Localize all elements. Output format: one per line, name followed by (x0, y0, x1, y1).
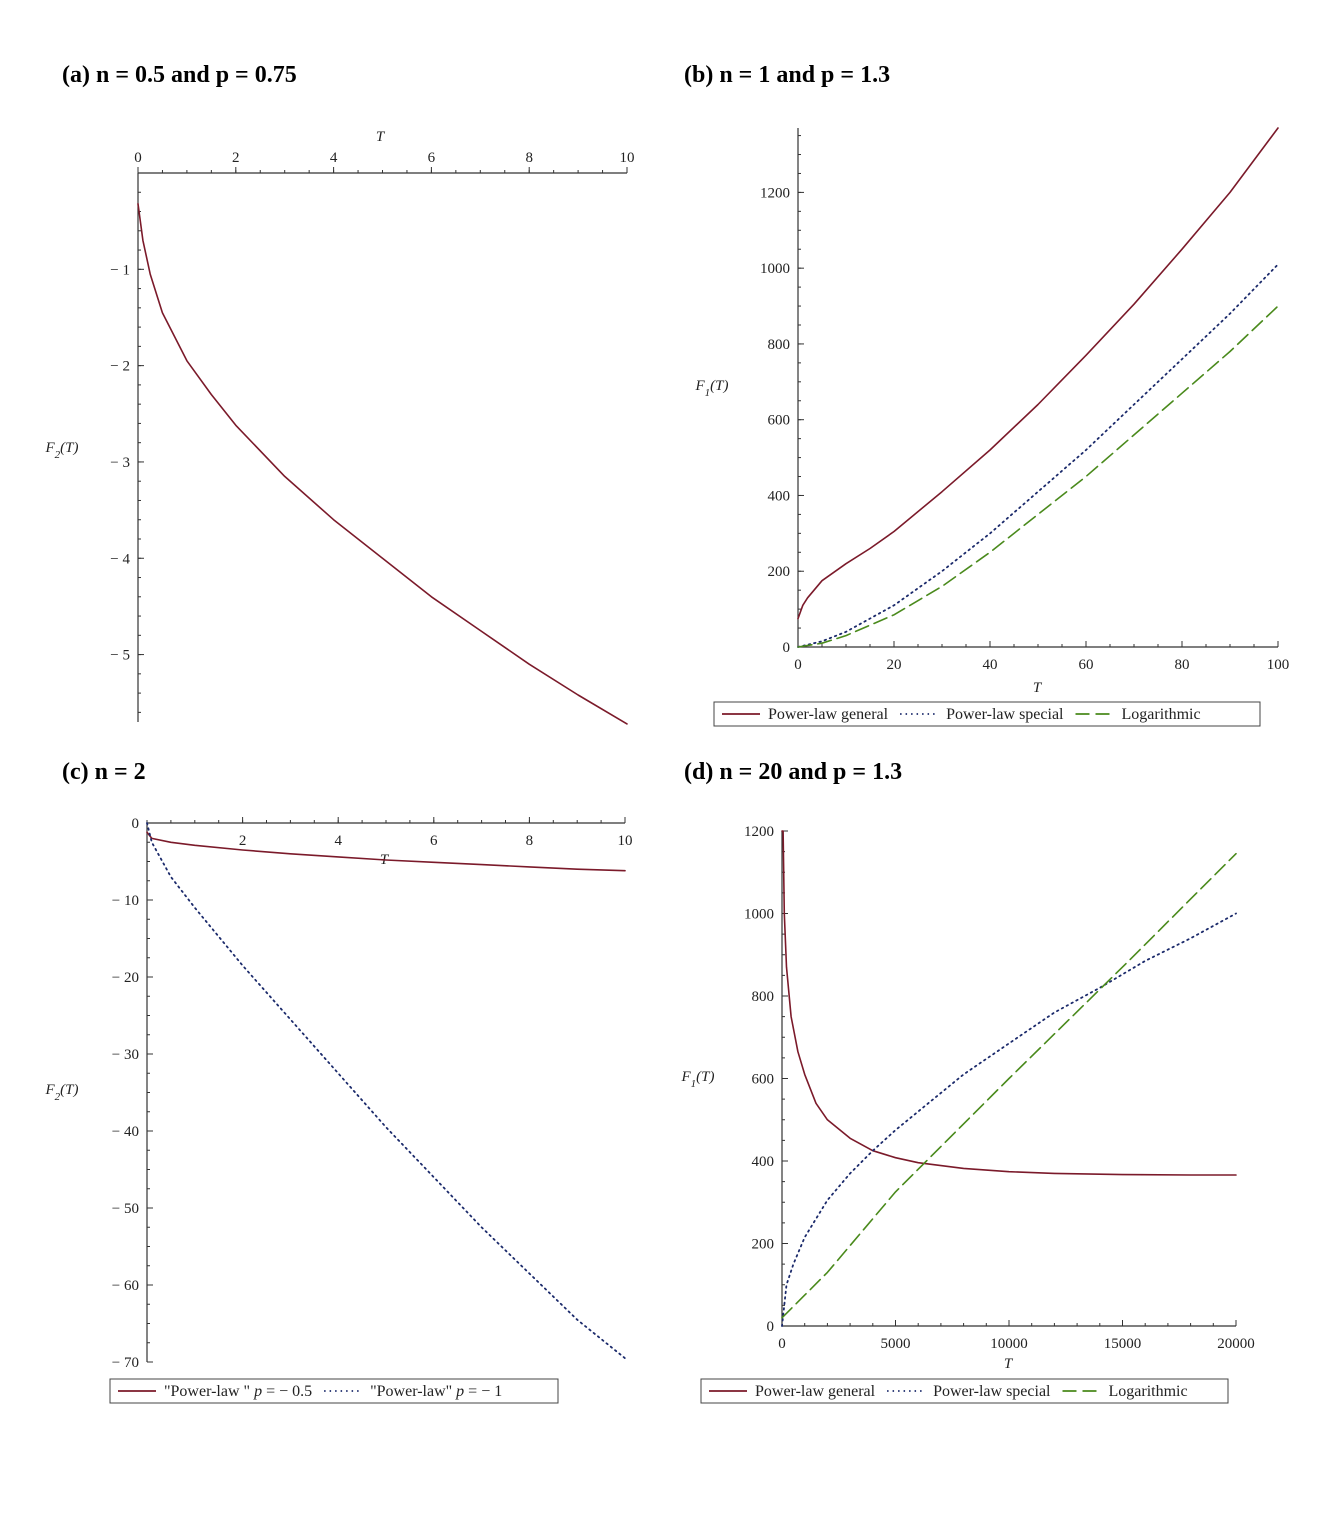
x-tick-label: 0 (794, 657, 802, 673)
x-axis-label: T (1033, 680, 1043, 696)
y-tick-label: − 3 (110, 455, 130, 471)
y-tick-label: − 30 (112, 1047, 139, 1063)
x-tick-label: 6 (430, 833, 438, 849)
caption-b: (b) n = 1 and p = 1.3 (684, 62, 891, 88)
x-tick-label: 10000 (990, 1336, 1028, 1352)
y-tick-label: 1200 (744, 824, 774, 840)
y-tick-label: − 50 (112, 1201, 139, 1217)
x-tick-label: 100 (1267, 657, 1290, 673)
panel-d: 0 5000 10000 15000 20000 0 200 400 600 800 1000 120… (680, 824, 1255, 1404)
series-line-power-law-special (781, 912, 1237, 1327)
y-tick-label: − 10 (112, 893, 139, 909)
y-tick-label: − 1 (110, 262, 130, 278)
x-tick-label: 4 (330, 150, 338, 166)
y-tick-label: − 60 (112, 1278, 139, 1294)
y-tick-label: − 4 (110, 551, 130, 567)
x-axis-label: T (376, 129, 386, 145)
y-tick-label: 0 (767, 1319, 775, 1335)
y-axis-label: F1(T) (680, 1069, 714, 1090)
y-axis-label: F2(T) (44, 1082, 78, 1103)
series-line-power-law-special (797, 263, 1279, 648)
legend-box (700, 1378, 1229, 1404)
legend-label: Power-law special (946, 706, 1064, 723)
y-tick-label: − 2 (110, 359, 130, 375)
panel-b: 0 20 40 60 80 100020040060080010001200TF1(T)P… (694, 127, 1290, 727)
legend: Power-law general Power-law special Logari… (700, 1378, 1229, 1404)
legend-box (109, 1378, 559, 1404)
x-tick-label: 20000 (1217, 1336, 1255, 1352)
y-tick-label: 600 (768, 413, 791, 429)
series-line-line-0 (137, 203, 628, 725)
series-line-power-law-p-1 (146, 822, 626, 1360)
x-tick-label: 2 (232, 150, 240, 166)
y-axis-label: F2(T) (44, 440, 78, 461)
y-tick-label: − 5 (110, 648, 130, 664)
x-tick-label: 20 (887, 657, 902, 673)
legend-label: "Power-law" p = − 1 (370, 1383, 502, 1400)
series-line-power-law-p-0-5 (146, 831, 626, 872)
y-tick-label: 400 (752, 1154, 775, 1170)
y-tick-label: 400 (768, 488, 791, 504)
x-tick-label: 60 (1079, 657, 1094, 673)
x-tick-label: 0 (778, 1336, 786, 1352)
y-tick-label: 800 (752, 989, 775, 1005)
series-line-logarithmic (781, 852, 1237, 1319)
legend-label: Logarithmic (1122, 706, 1201, 723)
legend-label: Power-law general (755, 1383, 876, 1400)
y-tick-label: 0 (132, 816, 140, 832)
y-tick-label: 200 (768, 564, 791, 580)
y-tick-label: − 40 (112, 1124, 139, 1140)
legend-box (713, 701, 1261, 727)
legend: "Power-law " p = − 0.5 "Power-law" p = − … (109, 1378, 559, 1404)
legend-label: Power-law general (768, 706, 889, 723)
y-tick-label: 1200 (760, 185, 790, 201)
legend-label: "Power-law " p = − 0.5 (164, 1383, 312, 1400)
y-tick-label: − 70 (112, 1355, 139, 1371)
x-tick-label: 15000 (1104, 1336, 1142, 1352)
x-tick-label: 6 (428, 150, 436, 166)
y-tick-label: 0 (783, 640, 791, 656)
legend-label: Logarithmic (1109, 1383, 1188, 1400)
legend-label: Power-law special (933, 1383, 1051, 1400)
x-axis-label: T (1004, 1356, 1014, 1372)
series-line-power-law-general (781, 830, 1237, 1176)
y-tick-label: 1000 (760, 261, 790, 277)
y-tick-label: 1000 (744, 907, 774, 923)
legend: Power-law general Power-law special Logari… (713, 701, 1261, 727)
x-tick-label: 10 (620, 150, 635, 166)
caption-d: (d) n = 20 and p = 1.3 (684, 759, 903, 785)
panel-a: 0 2 4 6 8 10 − 1 − 2 − 3 − 4 − 5 T F2(T) (44, 129, 635, 725)
x-tick-label: 8 (526, 833, 534, 849)
series-line-power-law-general (797, 127, 1279, 620)
y-tick-label: 800 (768, 337, 791, 353)
y-tick-label: 600 (752, 1072, 775, 1088)
y-tick-label: − 20 (112, 970, 139, 986)
y-axis-label: F1(T) (694, 378, 728, 399)
series-line-logarithmic (797, 305, 1279, 648)
x-tick-label: 80 (1175, 657, 1190, 673)
panel-c: 2 4 6 8 100− 10− 20− 30− 40− 50− 60− 70TF2(T… (44, 816, 633, 1404)
x-tick-label: 0 (134, 150, 142, 166)
x-tick-label: 10 (618, 833, 633, 849)
x-tick-label: 5000 (881, 1336, 911, 1352)
x-tick-label: 4 (334, 833, 342, 849)
x-tick-label: 2 (239, 833, 247, 849)
caption-a: (a) n = 0.5 and p = 0.75 (62, 62, 297, 88)
y-tick-label: 200 (752, 1237, 775, 1253)
caption-c: (c) n = 2 (62, 759, 146, 785)
x-tick-label: 8 (525, 150, 533, 166)
x-tick-label: 40 (983, 657, 998, 673)
